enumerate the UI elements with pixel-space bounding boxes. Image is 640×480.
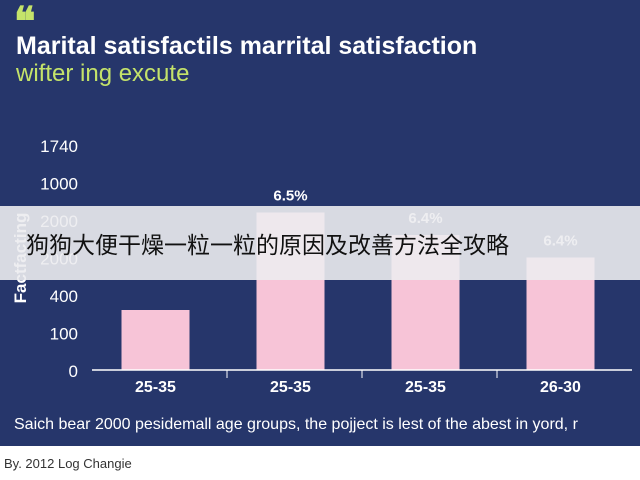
chart-caption: Saich bear 2000 pesidemall age groups, t… <box>14 416 578 433</box>
y-tick-label: 1000 <box>40 175 78 194</box>
overlay-banner <box>0 206 640 280</box>
chart-subtitle: wifter ing excute <box>16 60 190 87</box>
x-tick-label: 25-35 <box>135 379 176 396</box>
x-axis-ticks: 25-35 25-35 25-35 26-30 <box>135 370 581 396</box>
bar <box>121 310 190 370</box>
chart-footer: By. 2012 Log Changie <box>4 456 132 471</box>
x-tick-label: 25-35 <box>270 379 311 396</box>
x-tick-label: 25-35 <box>405 379 446 396</box>
y-tick-label: 1740 <box>40 137 78 156</box>
y-tick-label: 400 <box>50 287 78 306</box>
chart-title: Marital satisfactils marrital satisfacti… <box>16 32 478 60</box>
bar-value-label: 6.5% <box>273 188 307 205</box>
overlay-banner-text: 狗狗大便干燥一粒一粒的原因及改善方法全攻略 <box>26 233 509 259</box>
y-tick-label: 100 <box>50 325 78 344</box>
quote-mark-icon: ❝ <box>14 0 36 45</box>
x-tick-label: 26-30 <box>540 379 581 396</box>
y-tick-label: 0 <box>69 362 78 381</box>
